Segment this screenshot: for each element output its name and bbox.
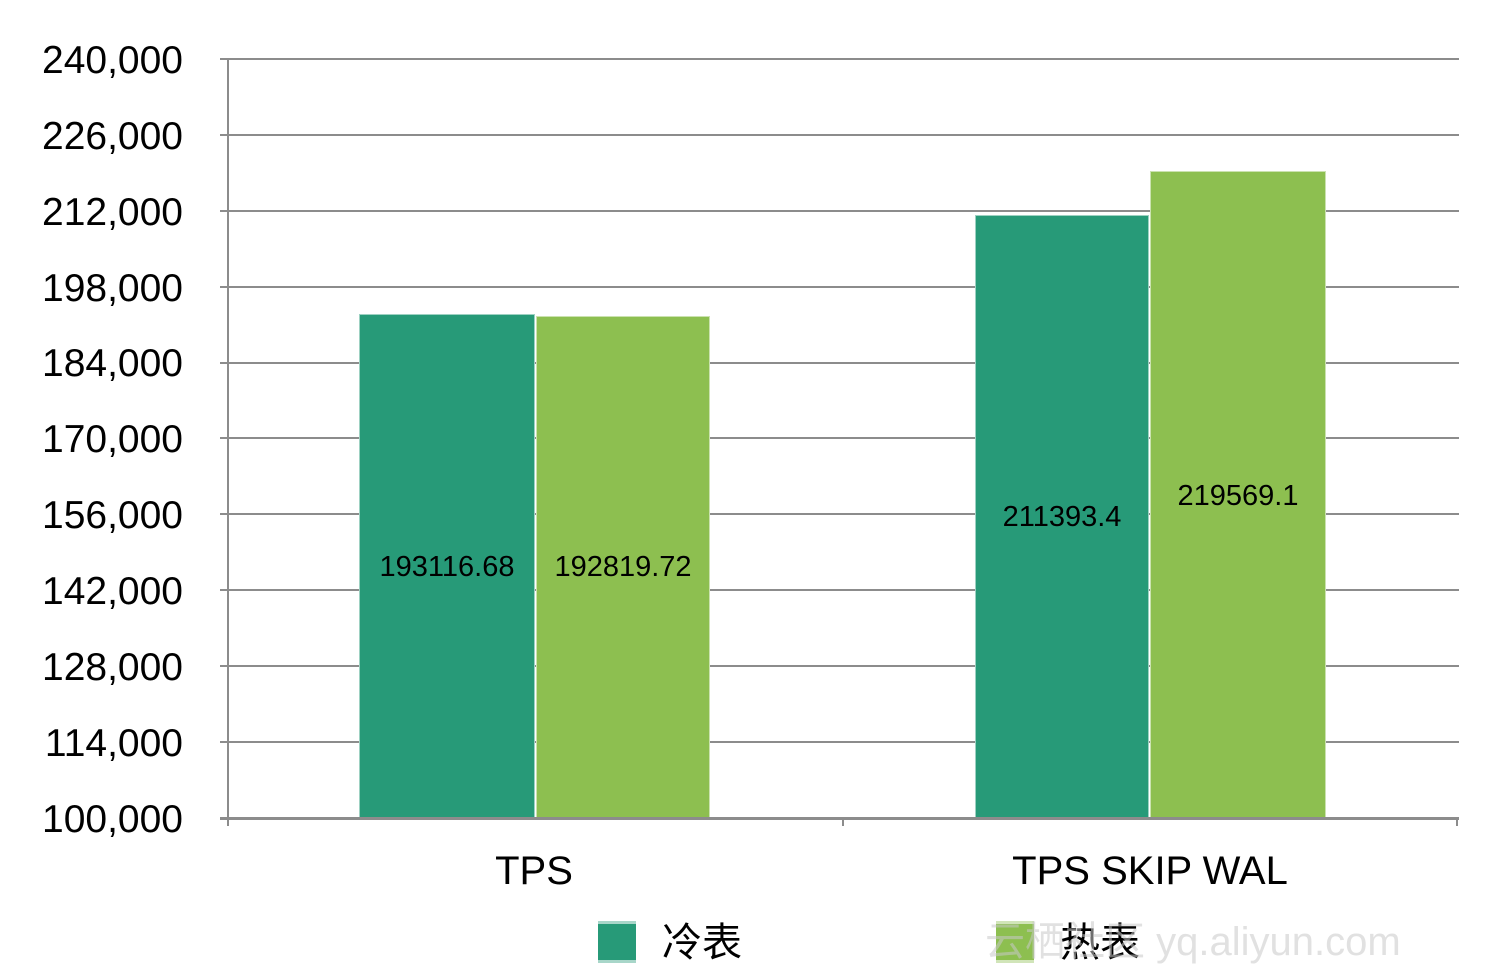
bar-data-label: 192819.72 — [554, 551, 692, 583]
x-tick-mark — [842, 817, 844, 826]
y-tick-mark — [220, 589, 228, 591]
bar-tps-hot: 192819.72 — [536, 316, 710, 818]
bar-data-label: 211393.4 — [1002, 501, 1122, 533]
legend-swatch-hot — [996, 921, 1034, 963]
x-category-label: TPS — [495, 849, 573, 893]
gridline — [228, 437, 1459, 439]
y-tick-label: 114,000 — [44, 722, 183, 765]
bar-tps-skip-wal-hot: 219569.1 — [1150, 171, 1326, 818]
y-tick-label: 142,000 — [42, 570, 183, 613]
gridline — [228, 589, 1459, 591]
gridline — [228, 665, 1459, 667]
bar-tps-skip-wal-cold: 211393.4 — [975, 215, 1149, 818]
y-tick-mark — [220, 362, 228, 364]
y-tick-label: 184,000 — [42, 342, 183, 385]
x-category-label: TPS SKIP WAL — [1012, 849, 1288, 893]
x-tick-mark — [227, 817, 229, 826]
gridline — [228, 134, 1459, 136]
y-tick-mark — [220, 58, 228, 60]
y-tick-label: 100,000 — [42, 798, 183, 841]
y-tick-mark — [220, 134, 228, 136]
y-tick-mark — [220, 210, 228, 212]
y-tick-label: 170,000 — [42, 418, 183, 461]
legend-label-hot: 热表 — [1060, 921, 1140, 965]
y-tick-mark — [220, 741, 228, 743]
gridline — [228, 513, 1459, 515]
y-tick-mark — [220, 665, 228, 667]
gridline — [228, 58, 1459, 60]
y-tick-label: 212,000 — [42, 191, 183, 234]
bar-data-label: 219569.1 — [1177, 480, 1299, 512]
y-tick-label: 156,000 — [42, 494, 183, 537]
y-tick-label: 198,000 — [42, 267, 183, 310]
x-tick-mark — [1456, 817, 1458, 826]
watermark: 云栖社区 yq.aliyun.com — [985, 920, 1401, 964]
y-axis-line — [227, 58, 229, 826]
y-tick-label: 226,000 — [42, 115, 183, 158]
bar-data-label: 193116.68 — [379, 551, 515, 583]
y-tick-label: 128,000 — [42, 646, 183, 689]
y-tick-label: 240,000 — [42, 39, 183, 82]
gridline — [228, 741, 1459, 743]
gridline — [228, 210, 1459, 212]
legend-swatch-cold — [598, 921, 636, 963]
bar-tps-cold: 193116.68 — [359, 314, 535, 818]
y-tick-mark — [220, 513, 228, 515]
gridline — [228, 286, 1459, 288]
y-tick-mark — [220, 437, 228, 439]
x-axis-line — [220, 817, 1459, 820]
y-tick-mark — [220, 286, 228, 288]
gridline — [228, 362, 1459, 364]
legend-label-cold: 冷表 — [662, 921, 742, 965]
